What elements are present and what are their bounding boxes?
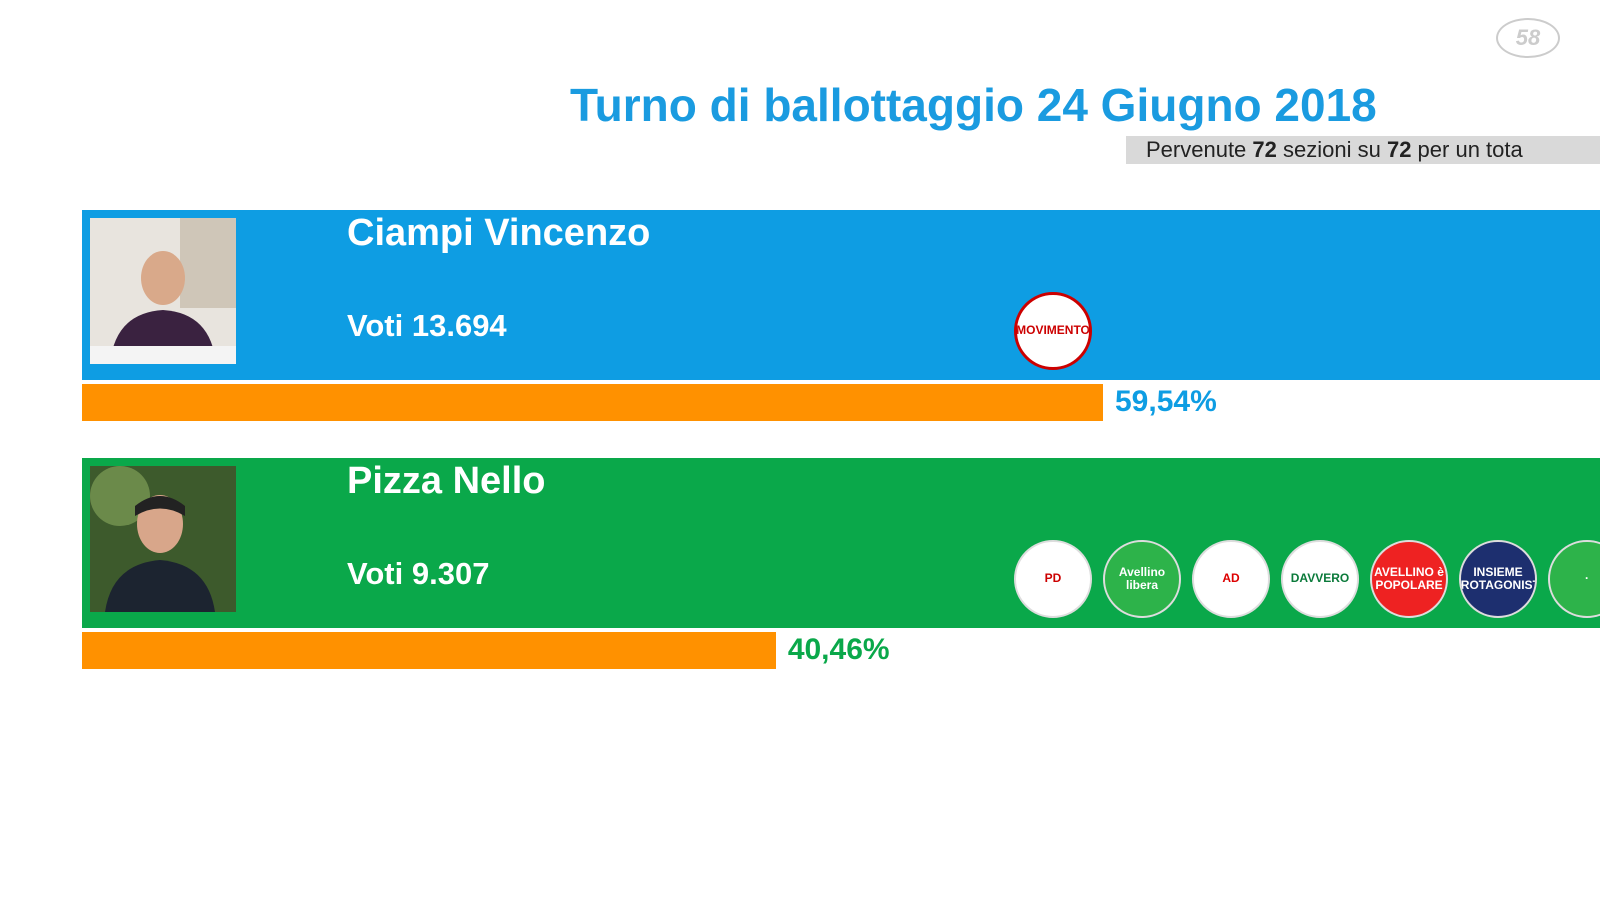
candidate-name: Pizza Nello [347,460,546,502]
party-logo: AVELLINO è POPOLARE [1370,540,1448,618]
candidate-panel: Ciampi Vincenzo Voti 13.694 MOVIMENTO [82,210,1600,380]
percent-label: 59,54% [1115,385,1217,418]
photo-art [90,466,236,612]
subtitle: Pervenute 72 sezioni su 72 per un tota [1126,136,1600,164]
percent-bar [82,384,1103,421]
candidate-photo [90,466,236,612]
candidate-votes: Voti 13.694 [347,308,507,343]
photo-art [90,218,236,364]
subtitle-part: Pervenute [1146,137,1253,162]
party-logo: DAVVERO [1281,540,1359,618]
candidate-photo [90,218,236,364]
subtitle-part: per un tota [1411,137,1523,162]
party-logo: Avellino libera [1103,540,1181,618]
percent-bar [82,632,776,669]
percent-label: 40,46% [787,633,890,666]
party-logo: MOVIMENTO [1014,292,1092,370]
party-logo: PD [1014,540,1092,618]
candidate-name: Ciampi Vincenzo [347,212,651,254]
candidate-votes: Voti 9.307 [347,556,490,591]
channel-logo: 58 [1496,18,1560,58]
party-logo: · [1548,540,1600,618]
subtitle-part: sezioni su [1276,137,1387,162]
party-logo: INSIEME PROTAGONISTI [1459,540,1537,618]
title: Turno di ballottaggio 24 Giugno 2018 [570,79,1377,131]
party-logo: AD [1192,540,1270,618]
subtitle-part: 72 [1252,137,1277,162]
subtitle-part: 72 [1386,137,1412,162]
candidate-panel: Pizza Nello Voti 9.307 PD Avellino libera AD… [82,458,1600,628]
